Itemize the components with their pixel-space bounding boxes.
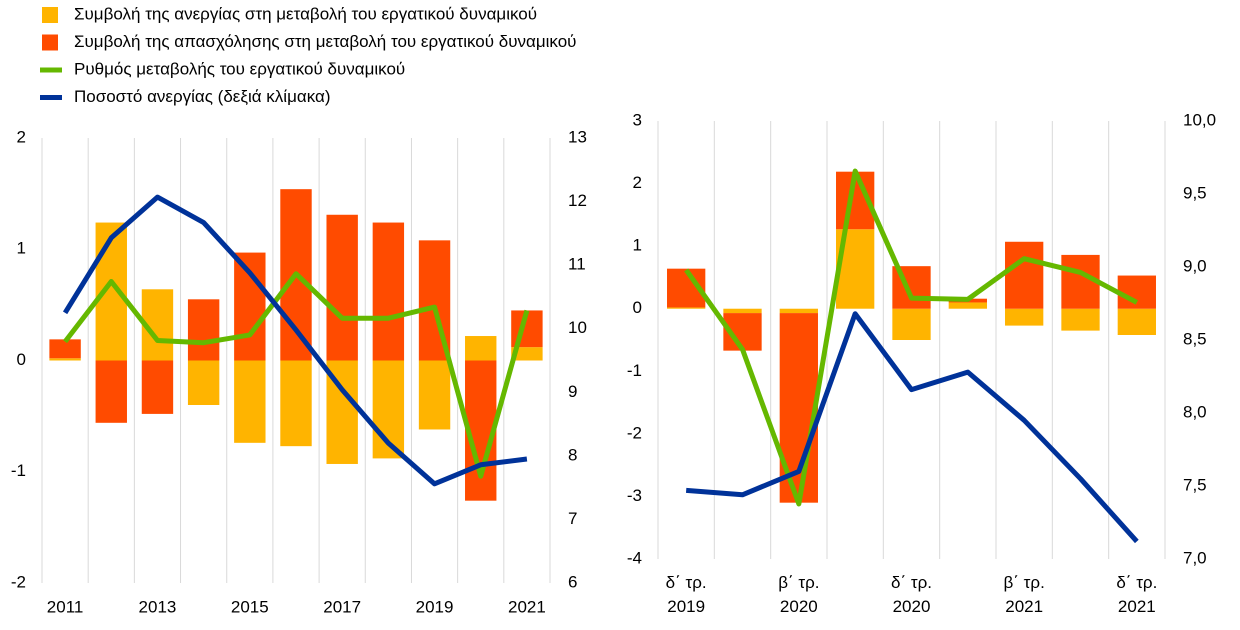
x-tick-label: 2019 [416, 597, 454, 616]
bar [418, 360, 451, 430]
bar [1117, 308, 1156, 335]
y-tick-label: 1 [633, 236, 642, 255]
y2-tick-label: 9 [568, 382, 577, 401]
y2-tick-label: 11 [568, 255, 586, 274]
bar [779, 308, 818, 314]
bar [465, 336, 497, 361]
bar [141, 360, 174, 414]
x-tick-label: 2015 [231, 597, 269, 616]
x-tick-label: β΄ τρ. 2021 [1004, 573, 1045, 616]
bar [948, 302, 987, 309]
y2-tick-label: 6 [568, 572, 577, 591]
y-tick-label: 2 [633, 173, 642, 192]
bar [372, 222, 405, 361]
line-series [685, 311, 1139, 544]
line-series [62, 194, 528, 487]
bar [187, 299, 220, 361]
y2-tick-label: 8,5 [1183, 329, 1207, 348]
bar [1117, 275, 1156, 309]
x-tick-label: δ΄ τρ. 2020 [891, 573, 932, 616]
x-tick-label: 2017 [323, 597, 361, 616]
bar [667, 307, 706, 309]
x-tick-label: 2021 [508, 597, 546, 616]
bar [1061, 308, 1100, 331]
bar [95, 360, 127, 423]
legend-label: Ποσοστό ανεργίας (δεξιά κλίμακα) [74, 87, 331, 106]
bar [326, 214, 358, 361]
y-tick-label: -2 [11, 572, 26, 591]
bar [49, 358, 81, 361]
line-series [63, 271, 530, 479]
x-tick-label: β΄ τρ. 2020 [778, 573, 819, 616]
x-tick-label: δ΄ τρ. 2021 [1116, 573, 1157, 616]
x-tick-label: 2011 [47, 597, 84, 616]
bar [234, 252, 266, 361]
legend-label: Συμβολή της απασχόλησης στη μεταβολή του… [74, 32, 576, 51]
y2-tick-label: 8,0 [1183, 402, 1207, 421]
bar [892, 308, 931, 340]
line-series [684, 168, 1139, 507]
y2-tick-label: 8 [568, 445, 577, 464]
y2-tick-label: 9,0 [1183, 256, 1207, 275]
bar [49, 339, 81, 359]
y2-tick-label: 10,0 [1183, 110, 1216, 129]
y-tick-label: -2 [627, 423, 642, 442]
legend-label: Ρυθμός μεταβολής του εργατικού δυναμικού [74, 59, 405, 78]
y-tick-label: 0 [17, 350, 26, 369]
y-tick-label: 2 [17, 127, 26, 146]
bar [187, 360, 220, 405]
y-tick-label: 1 [17, 239, 26, 258]
bar [723, 308, 762, 314]
x-tick-label: 2013 [139, 597, 177, 616]
legend-label: Συμβολή της ανεργίας στη μεταβολή του ερ… [74, 4, 537, 23]
bar [1005, 308, 1044, 326]
y2-tick-label: 12 [568, 191, 587, 210]
legend-swatch [42, 7, 58, 23]
bar [234, 360, 266, 443]
y-tick-label: -3 [627, 486, 642, 505]
y-tick-label: -1 [627, 361, 642, 380]
bar [511, 347, 543, 361]
y-tick-label: 3 [633, 110, 642, 129]
x-tick-label: δ΄ τρ. 2019 [666, 573, 707, 616]
y-tick-label: -1 [11, 461, 26, 480]
y2-tick-label: 13 [568, 127, 587, 146]
y2-tick-label: 7 [568, 509, 577, 528]
y2-tick-label: 7,5 [1183, 475, 1207, 494]
y-tick-label: 0 [633, 298, 642, 317]
y-tick-label: -4 [627, 548, 642, 567]
y2-tick-label: 10 [568, 318, 587, 337]
legend-swatch [42, 34, 58, 51]
bar [1005, 241, 1044, 309]
bar [280, 360, 312, 447]
y2-tick-label: 7,0 [1183, 548, 1207, 567]
y2-tick-label: 9,5 [1183, 183, 1207, 202]
